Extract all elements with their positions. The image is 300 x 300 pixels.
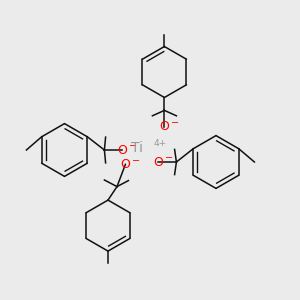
Text: −: − xyxy=(171,118,179,128)
Text: −: − xyxy=(129,141,137,152)
Text: O: O xyxy=(154,155,163,169)
Text: 4+: 4+ xyxy=(154,140,167,148)
Text: O: O xyxy=(117,143,127,157)
Text: O: O xyxy=(160,120,169,133)
Text: −: − xyxy=(132,156,140,166)
Text: −: − xyxy=(165,153,173,164)
Text: Ti: Ti xyxy=(131,141,143,154)
Text: O: O xyxy=(121,158,130,171)
